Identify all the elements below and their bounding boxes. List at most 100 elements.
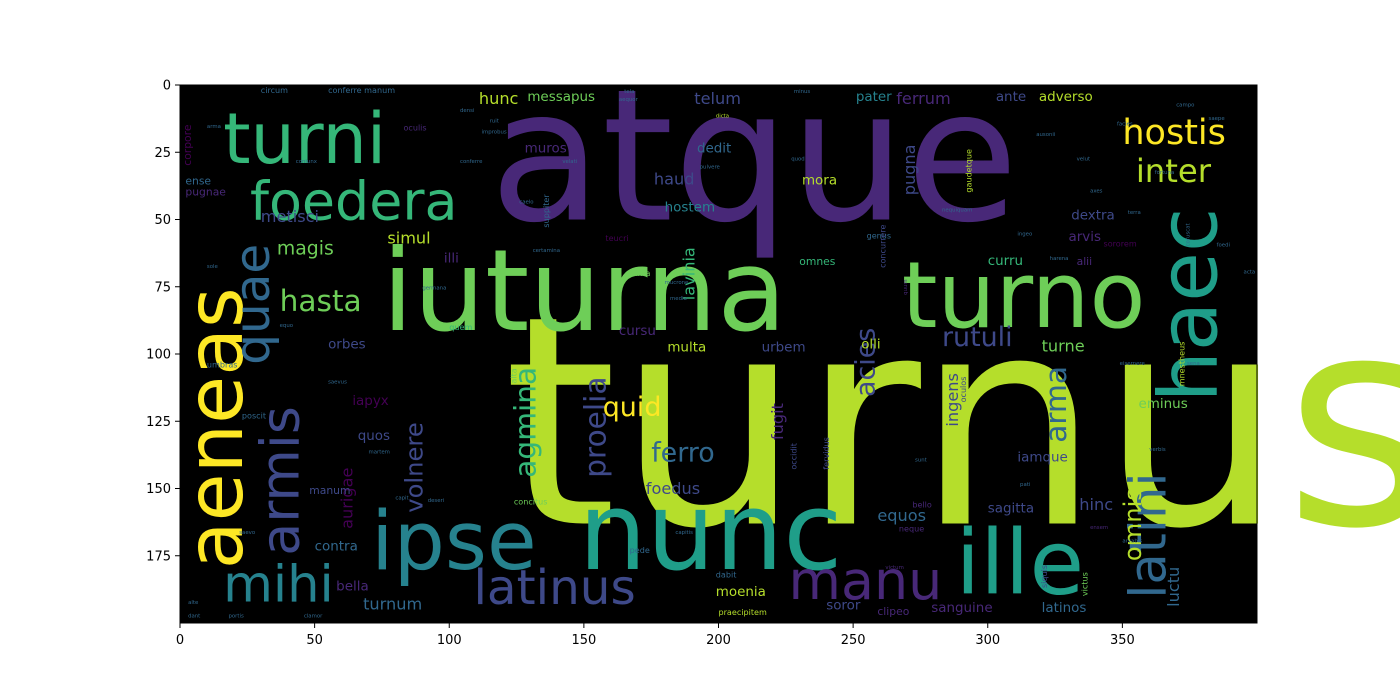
word-112: harena xyxy=(1050,256,1069,262)
word-113: densi xyxy=(460,108,474,114)
word-81: circum xyxy=(261,86,288,95)
y-tick-label: 50 xyxy=(154,213,171,228)
word-137: germana xyxy=(422,285,446,291)
word-144: saepe xyxy=(1209,116,1226,122)
word-68: eminus xyxy=(1139,397,1188,412)
word-95: mnestheus xyxy=(1177,342,1186,387)
word-1: atque xyxy=(490,51,1019,264)
word-128: capitis xyxy=(675,530,693,536)
word-59: omnes xyxy=(799,255,836,268)
word-71: bella xyxy=(336,580,369,595)
word-122: ensem xyxy=(1090,525,1108,531)
word-21: arma xyxy=(1039,366,1073,443)
word-26: ferro xyxy=(651,438,715,469)
word-109: quod xyxy=(791,156,805,162)
y-tick-label: 0 xyxy=(163,79,171,94)
word-87: sororem xyxy=(1104,239,1137,248)
word-38: lavinia xyxy=(679,247,698,300)
word-25: quid xyxy=(603,392,662,423)
y-tick-label: 25 xyxy=(154,146,171,161)
word-70: contra xyxy=(315,539,358,554)
word-93: concurrere xyxy=(878,224,887,267)
word-80: pugnae xyxy=(185,185,226,198)
word-63: multa xyxy=(667,340,706,355)
word-78: manum xyxy=(309,484,350,497)
word-14: latinus xyxy=(473,560,635,616)
word-74: soror xyxy=(826,599,861,614)
word-118: portis xyxy=(228,614,244,620)
word-13: mihi xyxy=(223,555,334,614)
word-30: simul xyxy=(387,229,430,248)
word-131: martem xyxy=(368,450,389,456)
word-96: victus xyxy=(1080,572,1089,596)
word-158: foedi xyxy=(1217,242,1230,248)
word-53: muros xyxy=(525,141,567,156)
word-103: umbras xyxy=(207,360,238,369)
word-17: hostis xyxy=(1122,113,1226,153)
word-50: curru xyxy=(988,254,1023,269)
x-tick-label: 0 xyxy=(176,633,184,648)
word-154: ausonii xyxy=(1036,132,1055,138)
x-tick-label: 350 xyxy=(1110,633,1135,648)
word-46: turne xyxy=(1042,336,1085,355)
word-40: ingens xyxy=(943,373,962,427)
word-23: agmina xyxy=(508,367,542,478)
word-22: acies xyxy=(851,328,882,397)
word-9: turni xyxy=(223,98,386,180)
word-86: genus xyxy=(867,231,892,240)
word-101: concitus xyxy=(514,498,548,507)
word-129: deseri xyxy=(428,498,445,504)
word-35: pugna xyxy=(900,144,919,195)
word-34: ferrum xyxy=(896,89,951,108)
word-4: nunc xyxy=(578,470,842,595)
x-tick-label: 150 xyxy=(571,633,596,648)
word-110: velut xyxy=(1077,156,1091,162)
word-12: quae xyxy=(225,244,281,365)
word-120: alte xyxy=(188,600,199,606)
word-116: saevo xyxy=(239,530,255,536)
word-156: eisernere xyxy=(1120,361,1146,367)
word-123: mucrone xyxy=(665,280,689,286)
word-119: dant xyxy=(188,614,200,620)
word-125: quum xyxy=(903,279,909,294)
word-90: oculos xyxy=(959,377,968,403)
wordcloud-image-background xyxy=(180,85,1257,623)
word-88: prima xyxy=(627,269,651,278)
word-65: olli xyxy=(861,338,880,353)
word-157: sena xyxy=(1187,361,1200,367)
word-146: ruit xyxy=(490,119,499,125)
word-97: siquis xyxy=(1040,565,1049,588)
word-99: bello xyxy=(912,500,932,509)
word-73: moenia xyxy=(716,585,766,600)
word-82: conferre manum xyxy=(328,86,395,95)
word-115: pede xyxy=(630,546,650,555)
word-32: hunc xyxy=(479,89,519,108)
word-37: hostem xyxy=(665,200,715,215)
word-83: corpore xyxy=(181,124,194,166)
word-58: illi xyxy=(444,252,459,267)
word-67: quos xyxy=(358,429,390,444)
word-64: urbem xyxy=(762,340,806,355)
y-tick-label: 125 xyxy=(146,415,171,430)
x-axis: 0 50 100 150 200 250 300 350 xyxy=(176,623,1135,648)
word-111: coruscat xyxy=(1186,223,1192,246)
word-75: sanguine xyxy=(931,601,992,616)
y-tick-label: 175 xyxy=(146,549,171,564)
word-79: ense xyxy=(185,175,211,188)
word-61: orbes xyxy=(328,338,366,353)
word-155: verbis xyxy=(1149,447,1166,453)
y-tick-label: 75 xyxy=(154,280,171,295)
word-151: velati xyxy=(562,159,577,165)
word-69: iamque xyxy=(1017,451,1067,466)
word-89: alta xyxy=(510,368,519,383)
word-54: messapus xyxy=(527,90,595,105)
word-16: latini xyxy=(1119,472,1178,598)
word-27: volnere xyxy=(400,422,428,512)
y-tick-label: 150 xyxy=(146,482,171,497)
word-62: cursu xyxy=(619,324,656,339)
word-0: turnus xyxy=(503,253,1400,592)
word-15: manu xyxy=(789,549,943,612)
word-145: improbus xyxy=(482,129,507,135)
x-tick-label: 100 xyxy=(437,633,462,648)
